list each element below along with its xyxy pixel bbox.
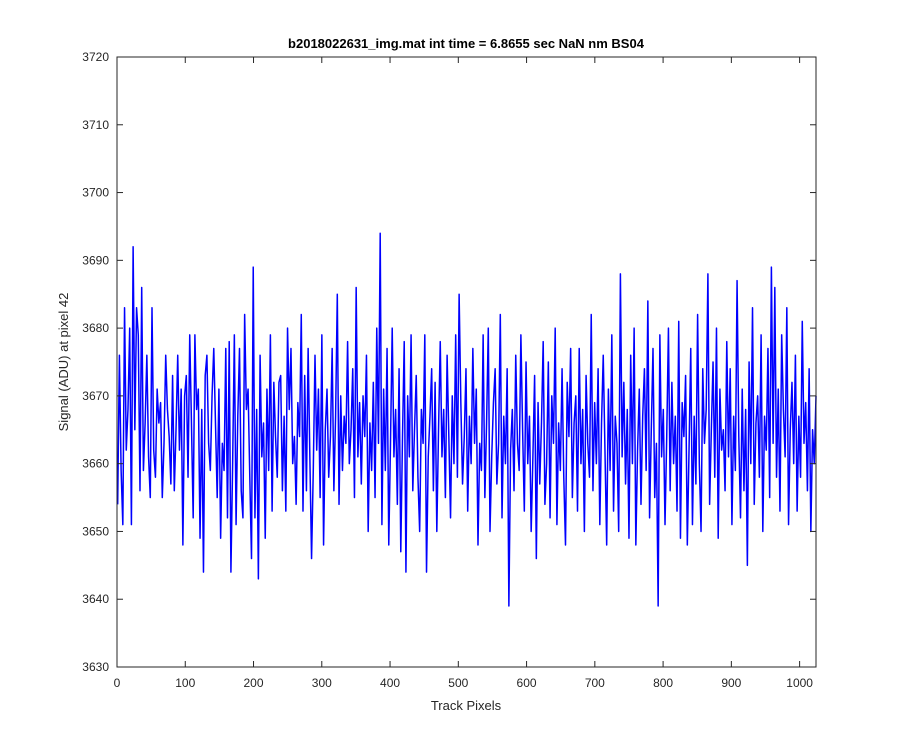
y-tick-label: 3660 <box>82 457 109 471</box>
x-tick-label: 900 <box>721 676 741 690</box>
x-axis: 0 100 200 300 400 500 600 700 800 900 1000 <box>114 57 813 690</box>
y-tick-label: 3710 <box>82 118 109 132</box>
x-axis-label: Track Pixels <box>431 698 502 713</box>
x-tick-label: 700 <box>585 676 605 690</box>
plot-area <box>117 57 816 667</box>
x-tick-label: 200 <box>244 676 264 690</box>
y-tick-label: 3680 <box>82 321 109 335</box>
y-axis-label: Signal (ADU) at pixel 42 <box>56 293 71 432</box>
series-group <box>116 232 817 607</box>
x-tick-label: 400 <box>380 676 400 690</box>
y-tick-label: 3670 <box>82 389 109 403</box>
y-tick-label: 3720 <box>82 50 109 64</box>
x-tick-label: 800 <box>653 676 673 690</box>
chart-title: b2018022631_img.mat int time = 6.8655 se… <box>288 36 645 51</box>
series-line-1 <box>116 232 817 607</box>
y-tick-label: 3690 <box>82 253 109 267</box>
x-tick-label: 500 <box>448 676 468 690</box>
x-tick-label: 1000 <box>786 676 813 690</box>
y-tick-label: 3630 <box>82 660 109 674</box>
y-axis: 3630 3640 3650 3660 3670 3680 3690 3700 3710 3720 <box>82 50 816 674</box>
x-tick-label: 100 <box>175 676 195 690</box>
x-tick-label: 300 <box>312 676 332 690</box>
axes-box <box>116 56 817 668</box>
y-tick-label: 3700 <box>82 186 109 200</box>
x-tick-label: 600 <box>517 676 537 690</box>
x-tick-label: 0 <box>114 676 121 690</box>
y-tick-label: 3650 <box>82 524 109 538</box>
y-tick-label: 3640 <box>82 592 109 606</box>
